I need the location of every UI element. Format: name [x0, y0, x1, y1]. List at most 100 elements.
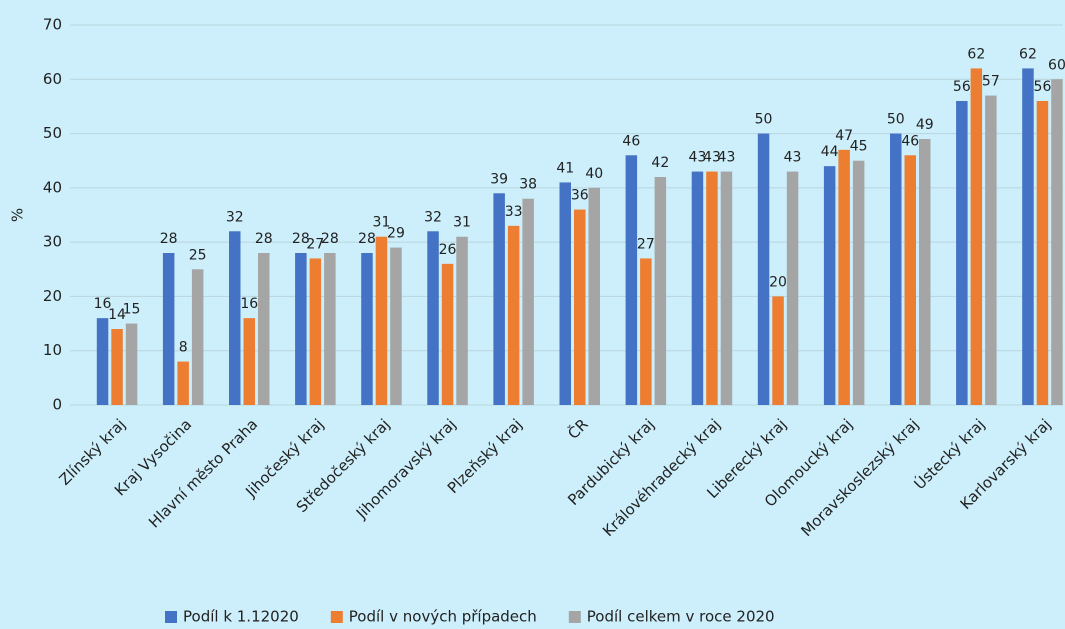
value-label: 31: [453, 215, 471, 231]
legend-label: Podíl celkem v roce 2020: [587, 608, 775, 626]
y-tick-label: 60: [43, 70, 62, 88]
bar: [574, 209, 586, 405]
bar: [588, 187, 600, 405]
value-label: 60: [1048, 57, 1065, 73]
value-label: 39: [490, 171, 508, 187]
bar: [456, 236, 468, 405]
value-label: 62: [1019, 46, 1037, 62]
bar: [1036, 101, 1049, 405]
value-label: 50: [887, 112, 905, 128]
bar: [852, 160, 865, 405]
value-label: 38: [519, 177, 537, 193]
value-label: 27: [637, 236, 655, 252]
value-label: 28: [358, 231, 376, 247]
value-label: 50: [755, 112, 773, 128]
bar: [229, 231, 241, 405]
value-label: 44: [821, 144, 839, 160]
legend-label: Podíl v nových případech: [349, 608, 537, 626]
bar: [522, 198, 534, 405]
bar: [640, 258, 652, 405]
bar: [493, 193, 505, 405]
legend-swatch: [330, 611, 343, 623]
value-label: 49: [916, 117, 934, 133]
bar: [390, 247, 402, 405]
value-label: 28: [292, 231, 310, 247]
value-label: 20: [769, 274, 787, 290]
y-tick-label: 10: [43, 341, 62, 359]
value-label: 36: [571, 188, 589, 204]
y-tick-label: 50: [43, 124, 62, 142]
value-label: 33: [505, 204, 523, 220]
bar: [324, 253, 336, 405]
value-label: 42: [651, 155, 669, 171]
bar: [258, 253, 270, 405]
bar: [1022, 68, 1034, 405]
bar: [177, 361, 189, 405]
value-label: 14: [108, 307, 126, 323]
legend-label: Podíl k 1.12020: [183, 608, 299, 626]
bar: [295, 253, 307, 405]
value-label: 32: [424, 209, 442, 225]
bar: [125, 323, 138, 405]
value-label: 32: [226, 209, 244, 225]
value-label: 31: [373, 215, 391, 231]
value-label: 8: [179, 340, 188, 356]
bar: [823, 166, 836, 405]
value-label: 46: [622, 133, 640, 149]
y-tick-label: 40: [43, 178, 62, 196]
value-label: 26: [439, 242, 457, 258]
value-label: 27: [306, 236, 324, 252]
bar: [1051, 79, 1063, 406]
bar: [919, 139, 931, 405]
value-label: 29: [387, 226, 405, 242]
value-label: 28: [321, 231, 339, 247]
bar: [507, 225, 520, 405]
value-label: 41: [556, 160, 574, 176]
value-label: 45: [850, 139, 868, 155]
y-axis-label: %: [9, 208, 27, 222]
bar: [654, 177, 667, 405]
bar: [559, 182, 571, 405]
bar: [162, 253, 175, 405]
bar: [772, 296, 784, 405]
value-label: 62: [967, 46, 985, 62]
y-tick-label: 30: [43, 233, 62, 251]
bar: [361, 253, 373, 405]
bar: [243, 318, 255, 405]
value-label: 16: [94, 296, 112, 312]
value-label: 28: [255, 231, 273, 247]
value-label: 16: [240, 296, 258, 312]
value-label: 28: [160, 231, 178, 247]
bar: [970, 68, 983, 405]
bar: [838, 149, 850, 405]
bar: [441, 263, 454, 405]
bar: [191, 269, 204, 405]
value-label: 43: [784, 150, 802, 166]
bar: [427, 231, 439, 405]
bar: [786, 171, 799, 405]
value-label: 43: [703, 150, 721, 166]
bar: [691, 171, 704, 405]
bar: [96, 318, 109, 405]
bar: [720, 171, 733, 405]
bar: [956, 101, 968, 405]
value-label: 40: [585, 166, 603, 182]
value-label: 25: [189, 247, 207, 263]
bar: [625, 155, 638, 405]
bar: [757, 133, 770, 406]
value-label: 46: [901, 133, 919, 149]
y-tick-label: 0: [52, 396, 62, 414]
bar: [985, 95, 997, 406]
value-label: 56: [1034, 79, 1052, 95]
y-tick-label: 70: [43, 16, 62, 34]
value-label: 56: [953, 79, 971, 95]
value-label: 15: [123, 302, 141, 318]
bar: [309, 258, 322, 405]
y-tick-label: 20: [43, 287, 62, 305]
bar: [904, 155, 916, 405]
bar: [890, 133, 902, 406]
value-label: 47: [835, 128, 853, 144]
legend-swatch: [568, 611, 581, 623]
bar: [375, 236, 388, 405]
